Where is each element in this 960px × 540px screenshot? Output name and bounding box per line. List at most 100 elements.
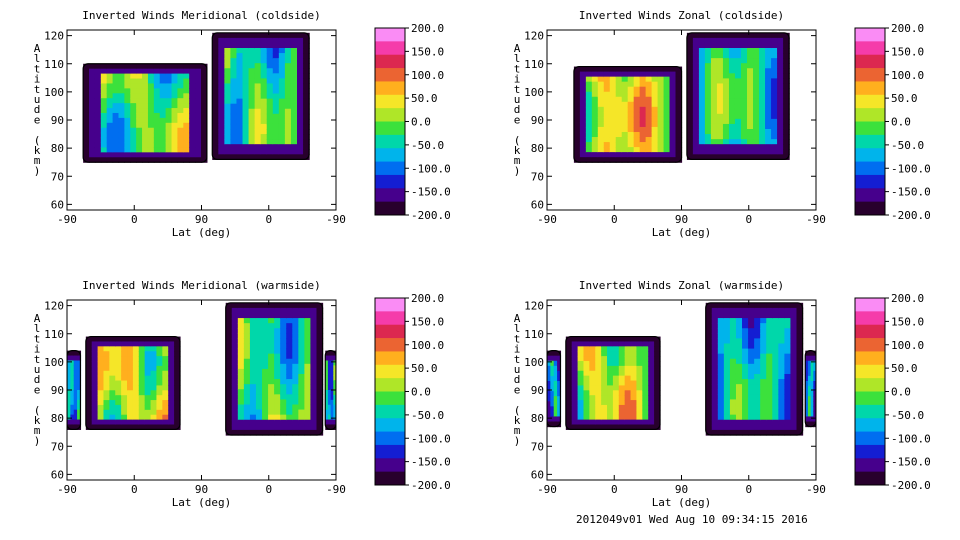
colorbar-band <box>375 108 405 122</box>
colorbar-band <box>375 324 405 339</box>
colorbar-band <box>855 444 885 459</box>
colorbar-band <box>375 298 405 312</box>
x-axis-label: Lat (deg) <box>172 496 232 509</box>
colorbar-band <box>375 121 405 136</box>
colorbar-band <box>375 134 405 149</box>
colorbar-tick-label: -100.0 <box>411 162 451 175</box>
colorbar-band <box>375 431 405 446</box>
x-tick-label: -90 <box>57 213 77 226</box>
colorbar-band <box>855 148 885 162</box>
y-tick-label: 110 <box>524 58 544 71</box>
colorbar-band <box>855 174 885 189</box>
colorbar-band <box>375 444 405 459</box>
y-tick-label: 90 <box>51 384 64 397</box>
colorbar-tick-label: -100.0 <box>891 162 931 175</box>
y-tick-label: 80 <box>51 142 64 155</box>
data-region-1 <box>686 32 790 160</box>
y-tick-label: 60 <box>51 198 64 211</box>
colorbar-tick-label: 100.0 <box>891 339 924 352</box>
y-tick-label: 110 <box>524 328 544 341</box>
region-outline <box>82 63 208 163</box>
region-outline <box>67 350 82 430</box>
x-tick-label: 0 <box>611 213 618 226</box>
colorbar-tick-label: 0.0 <box>411 116 431 129</box>
colorbar-band <box>855 81 885 96</box>
region-outline <box>85 335 181 430</box>
footer-timestamp: 2012049v01 Wed Aug 10 09:34:15 2016 <box>576 513 808 526</box>
colorbar-band <box>375 364 405 379</box>
colorbar-tick-label: 150.0 <box>891 315 924 328</box>
colorbar-band <box>855 378 885 392</box>
colorbar-band <box>855 431 885 446</box>
colorbar-band <box>375 404 405 419</box>
x-tick-label: -90 <box>806 483 826 496</box>
colorbar-tick-label: 200.0 <box>891 292 924 305</box>
x-tick-label: 0 <box>611 483 618 496</box>
x-tick-label: -90 <box>806 213 826 226</box>
y-tick-label: 60 <box>531 468 544 481</box>
colorbar-tick-label: 50.0 <box>411 362 438 375</box>
colorbar-band <box>855 28 885 42</box>
colorbar-band <box>855 351 885 366</box>
data-region-0 <box>82 63 208 163</box>
colorbar-tick-label: 150.0 <box>411 45 444 58</box>
plot-area <box>547 302 816 436</box>
colorbar-tick-label: 200.0 <box>411 292 444 305</box>
x-tick-label: 0 <box>131 213 138 226</box>
chart-svg: Inverted Winds Zonal (coldside) 60 70 80 90 1… <box>514 9 931 239</box>
chart-panel-zonal-warmside: Inverted Winds Zonal (warmside) 60 70 80 90 1… <box>480 270 960 540</box>
colorbar-tick-label: 100.0 <box>411 69 444 82</box>
colorbar-band <box>375 351 405 366</box>
colorbar-tick-label: 50.0 <box>891 362 918 375</box>
colorbar-band <box>375 148 405 162</box>
x-tick-label: -90 <box>326 213 346 226</box>
colorbar-band <box>375 81 405 96</box>
y-tick-label: 120 <box>44 300 64 313</box>
colorbar-tick-label: -150.0 <box>891 186 931 199</box>
colorbar-band <box>855 161 885 176</box>
data-region-1 <box>565 335 661 430</box>
y-tick-label: 100 <box>44 86 64 99</box>
colorbar-band <box>855 134 885 149</box>
chart-panel-zonal-coldside: Inverted Winds Zonal (coldside) 60 70 80 90 1… <box>480 0 960 270</box>
colorbar-band <box>855 54 885 69</box>
colorbar-band <box>375 201 405 216</box>
colorbar-tick-label: 0.0 <box>411 386 431 399</box>
colorbar-band <box>375 94 405 109</box>
plot-area <box>67 302 336 436</box>
data-region-1 <box>85 335 181 430</box>
colorbar-tick-label: 200.0 <box>891 22 924 35</box>
colorbar-tick-label: 0.0 <box>891 116 911 129</box>
y-tick-label: 80 <box>531 142 544 155</box>
x-tick-label: 0 <box>745 213 752 226</box>
colorbar-tick-label: -100.0 <box>411 432 451 445</box>
colorbar-band <box>855 298 885 312</box>
colorbar-band <box>375 418 405 432</box>
data-region-0 <box>67 350 82 430</box>
region-outline <box>686 32 790 160</box>
x-tick-label: -90 <box>537 483 557 496</box>
colorbar-band <box>375 378 405 392</box>
colorbar-tick-label: -50.0 <box>891 139 924 152</box>
colorbar-band <box>375 161 405 176</box>
colorbar-band <box>855 364 885 379</box>
colorbar-tick-label: -200.0 <box>411 209 451 222</box>
colorbar-tick-label: 150.0 <box>891 45 924 58</box>
x-axis-label: Lat (deg) <box>652 496 712 509</box>
x-tick-label: 90 <box>195 483 208 496</box>
y-tick-label: 80 <box>51 412 64 425</box>
colorbar-tick-label: 150.0 <box>411 315 444 328</box>
colorbar-tick-label: 100.0 <box>891 69 924 82</box>
y-tick-label: 90 <box>51 114 64 127</box>
colorbar-band <box>855 94 885 109</box>
x-tick-label: 90 <box>195 213 208 226</box>
region-outline <box>211 32 310 160</box>
y-tick-label: 110 <box>44 58 64 71</box>
x-tick-label: 0 <box>745 483 752 496</box>
colorbar-tick-label: -200.0 <box>411 479 451 492</box>
colorbar-band <box>855 471 885 486</box>
region-outline <box>573 65 683 163</box>
colorbar-band <box>855 121 885 136</box>
